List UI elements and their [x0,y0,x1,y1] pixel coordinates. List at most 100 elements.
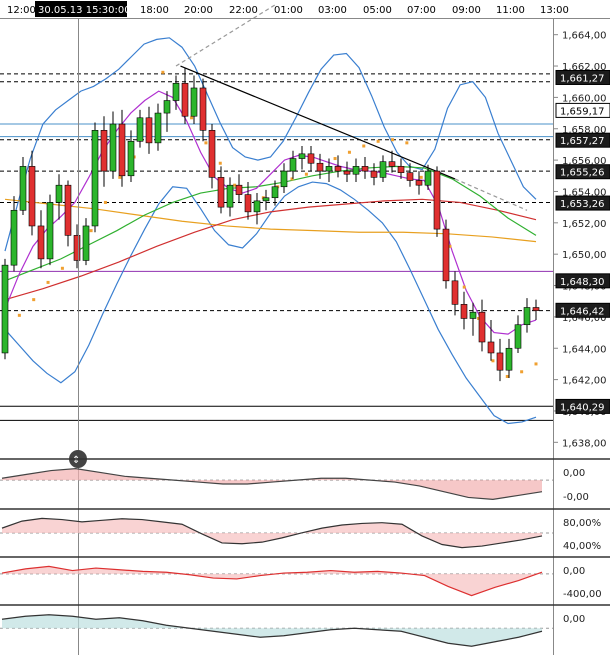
candle-down [118,123,126,177]
candle-up [91,130,99,227]
sar-dot [60,266,64,270]
price-panel [0,4,553,425]
candle-up [1,264,9,354]
candle-down [388,161,396,167]
price-tag: 1,646,42 [560,306,605,317]
time-label: 12:00 [7,5,36,16]
candle-down [100,130,108,172]
price-tick-label: 1,650,00 [562,250,607,261]
candle-up [289,158,297,172]
time-label: 01:00 [274,5,303,16]
trendline [180,65,456,180]
panel-series-line [1,468,543,500]
candle-down [28,166,36,227]
time-label: 03:00 [318,5,347,16]
candle-up [280,170,288,188]
price-tick-label: 1,660,00 [562,93,607,104]
trendline [175,4,276,67]
candle-down [307,153,315,164]
candle-down [415,180,423,186]
price-tick-label: 1,654,00 [562,187,607,198]
sar-dot [390,138,394,142]
candle-down [235,184,243,195]
panel-series-line [1,565,543,597]
price-tag-box [555,69,610,85]
ma-red-line [4,198,537,301]
panel-tick-label: -400,00 [563,589,602,600]
candle-down [361,166,369,172]
price-tag: 1,655,26 [560,168,605,179]
bollinger-lower-band [4,181,537,425]
candle-down [37,225,45,260]
candle-up [469,311,477,319]
panel-area [2,614,542,647]
candle-up [190,87,198,117]
candle-up [298,153,306,159]
candle-up [46,202,54,260]
price-tag-box [555,302,610,318]
crosshair-vertical-line: ⇕ [69,18,87,655]
price-tag-box [555,132,610,148]
time-label: 07:00 [407,5,436,16]
price-axis: 1,664,00 1,662,00 1,660,00 1,658,00 1,656,00… [553,18,610,655]
candle-down [433,170,441,230]
sar-dot [505,374,509,378]
sar-dot [419,175,423,179]
trendline [454,178,528,211]
candle-up [136,117,144,142]
price-tag-box [555,273,610,289]
sar-dot [362,144,366,148]
candle-down [397,166,405,173]
candle-down [406,172,414,181]
candle-down [334,166,342,172]
candle-down [73,235,81,261]
candle-down [316,162,324,172]
time-label: 11:00 [496,5,525,16]
panel-series-line [1,517,543,549]
candle-up [172,82,180,101]
candle-up [379,161,387,178]
candle-down [208,130,216,178]
price-tag-box [555,102,610,118]
candle-up [505,347,513,371]
candle-up [226,184,234,208]
panel-area [2,468,542,500]
price-tag: 1,657,27 [560,136,605,147]
candle-down [343,170,351,175]
price-tick-label: 1,646,00 [562,313,607,324]
price-tick-label: 1,662,00 [562,62,607,73]
price-tick-label: 1,644,00 [562,344,607,355]
sar-dot [89,229,93,233]
sar-dot [190,116,194,120]
sar-dot [17,313,21,317]
indicator-panels: 0,00 -0,00 80,00% 40,00% 0,00 -400,00 0,00 [0,458,610,647]
price-tick-label: 1,638,00 [562,438,607,449]
time-label: 05:00 [363,5,392,16]
crosshair-time-label: 30.05.13 15:30:00 [38,5,131,16]
panel-tick-label: -0,00 [563,492,589,503]
panel-area [2,518,542,548]
ma-green-line [4,165,537,282]
candle-down [451,280,459,305]
sar-dot [46,280,50,284]
price-tag: 1,653,26 [560,199,605,210]
sar-dot [534,362,538,366]
sar-dot [161,70,165,74]
candle-down [199,87,207,131]
time-label: 13:00 [540,5,569,16]
candle-down [442,228,450,282]
price-tick-label: 1,658,00 [562,125,607,136]
sar-dot [462,285,466,289]
time-axis: 12:00 30.05.13 15:30:00 18:00 20:00 22:0… [0,1,610,19]
price-tag: 1,661,27 [560,73,605,84]
sar-dot [233,183,237,187]
bollinger-upper-band [4,37,537,252]
sar-dot [32,298,36,302]
candle-up [163,100,171,114]
panel-tick-label: 40,00% [563,541,601,552]
time-label: 18:00 [140,5,169,16]
price-tick-label: 1,642,00 [562,376,607,387]
candle-down [145,117,153,144]
candle-up [154,112,162,144]
